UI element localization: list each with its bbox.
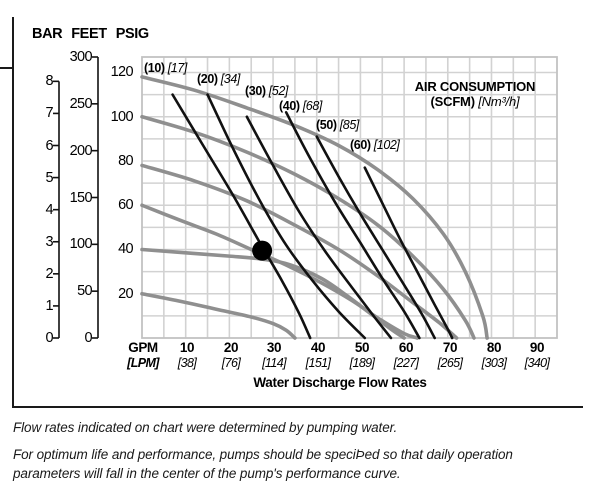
feet-tick-label: 0 <box>84 330 93 346</box>
gpm-tick-label: 10 <box>179 340 195 355</box>
air-line-label: (60) [102] <box>350 138 400 152</box>
psig-tick-label: 60 <box>118 197 134 214</box>
lpm-tick-label: [227] <box>393 356 419 370</box>
feet-tick-label: 300 <box>69 49 93 65</box>
bar-tick-label: 3 <box>45 233 54 250</box>
gpm-tick-label: 30 <box>266 340 282 355</box>
bar-tick-label: 7 <box>45 105 54 122</box>
psig-tick-label: 40 <box>118 241 134 258</box>
air-consumption-title-line1: AIR CONSUMPTION <box>414 79 536 94</box>
air-line-scfm-value: (30) <box>245 84 269 98</box>
nm3h-unit-label: [Nm³/h] <box>478 94 520 109</box>
lpm-tick-label: [189] <box>349 356 375 370</box>
air-line-scfm-value: (10) <box>144 61 168 75</box>
footer-note-2: For optimum life and performance, pumps … <box>13 447 513 462</box>
air-line-nm3h-value: [17] <box>167 61 188 75</box>
frame-notch-line <box>0 67 13 69</box>
pump-curve <box>140 291 297 340</box>
bar-tick-label: 5 <box>45 169 54 186</box>
x-tick-column: 60 [227] <box>380 340 432 371</box>
air-consumption-title: AIR CONSUMPTION (SCFM) [Nm³/h] <box>400 79 550 109</box>
lpm-tick-label: [265] <box>437 356 463 370</box>
pump-curve <box>140 163 459 340</box>
air-consumption-line <box>171 93 312 340</box>
feet-tick-label: 50 <box>77 283 93 300</box>
x-tick-column: GPM [LPM] <box>117 340 169 371</box>
footer-note-1: Flow rates indicated on chart were deter… <box>13 420 398 435</box>
lpm-tick-label: [340] <box>524 356 550 370</box>
psig-tick-label: 100 <box>110 108 134 125</box>
x-tick-column: 50 [189] <box>336 340 388 371</box>
bar-tick-label: 1 <box>45 297 54 314</box>
x-tick-column: 70 [265] <box>424 340 476 371</box>
air-line-nm3h-value: [85] <box>339 118 360 132</box>
air-line-label: (10) [17] <box>144 61 187 75</box>
psig-unit-label: PSIG <box>115 26 149 42</box>
gpm-tick-label: 90 <box>529 340 545 355</box>
bar-tick-label: 0 <box>45 330 54 346</box>
x-tick-column: 90 [340] <box>511 340 563 371</box>
y-axis-units-header: BAR FEET PSIG <box>32 26 149 42</box>
gpm-tick-label: 80 <box>486 340 502 355</box>
air-consumption-title-line2: (SCFM) [Nm³/h] <box>400 94 550 109</box>
feet-tick-label: 150 <box>69 189 93 206</box>
air-line-nm3h-value: [68] <box>302 99 323 113</box>
air-line-scfm-value: (50) <box>316 118 340 132</box>
x-axis-title: Water Discharge Flow Rates <box>253 375 427 390</box>
pump-curve <box>140 247 406 340</box>
x-tick-column: 30 [114] <box>248 340 300 371</box>
feet-tick-label: 250 <box>69 95 93 112</box>
pump-curve <box>140 75 489 340</box>
pump-curve <box>140 114 476 340</box>
air-line-nm3h-value: [34] <box>220 72 241 86</box>
bar-tick-label: 2 <box>45 265 54 282</box>
gpm-tick-label: 40 <box>310 340 326 355</box>
air-consumption-line <box>363 166 454 340</box>
feet-tick-label: 200 <box>69 142 93 159</box>
bar-tick-label: 4 <box>45 201 54 218</box>
lpm-tick-label: [LPM] <box>127 356 159 370</box>
air-line-label: (50) [85] <box>316 118 359 132</box>
x-tick-column: 10 [38] <box>161 340 213 371</box>
frame-bottom-border <box>12 406 583 408</box>
air-consumption-line <box>315 135 436 340</box>
pump-curve <box>140 203 420 340</box>
x-tick-column: 40 [151] <box>292 340 344 371</box>
lpm-tick-label: [151] <box>305 356 331 370</box>
x-tick-column: 80 [303] <box>468 340 520 371</box>
lpm-tick-label: [76] <box>221 356 241 370</box>
air-line-scfm-value: (60) <box>350 138 374 152</box>
gpm-tick-label: 60 <box>398 340 414 355</box>
lpm-tick-label: [303] <box>481 356 507 370</box>
gpm-tick-label: 50 <box>354 340 370 355</box>
bar-tick-label: 8 <box>45 73 54 90</box>
air-line-label: (30) [52] <box>245 84 288 98</box>
air-line-label: (40) [68] <box>279 99 322 113</box>
air-line-nm3h-value: [102] <box>373 138 400 152</box>
air-line-scfm-value: (40) <box>279 99 303 113</box>
psig-tick-label: 120 <box>110 64 134 81</box>
bar-tick-label: 6 <box>45 137 54 154</box>
air-line-scfm-value: (20) <box>197 72 221 86</box>
gpm-tick-label: 70 <box>442 340 458 355</box>
footer-note-2-cont: parameters will fall in the center of th… <box>13 466 401 481</box>
bar-unit-label: BAR <box>32 26 63 42</box>
lpm-tick-label: [38] <box>177 356 197 370</box>
psig-tick-label: 80 <box>118 152 134 169</box>
feet-tick-label: 100 <box>69 236 93 253</box>
curves <box>140 75 489 340</box>
x-tick-column: 20 [76] <box>205 340 257 371</box>
gpm-tick-label: 20 <box>223 340 239 355</box>
lpm-tick-label: [114] <box>262 356 286 370</box>
air-line-label: (20) [34] <box>197 72 240 86</box>
feet-unit-label: FEET <box>71 26 107 42</box>
frame-left-border <box>12 17 14 407</box>
gpm-tick-label: GPM <box>128 340 158 355</box>
psig-tick-label: 20 <box>118 285 134 302</box>
scfm-unit-label: (SCFM) <box>430 94 475 109</box>
operating-point-dot <box>252 240 273 261</box>
air-line-nm3h-value: [52] <box>268 84 289 98</box>
